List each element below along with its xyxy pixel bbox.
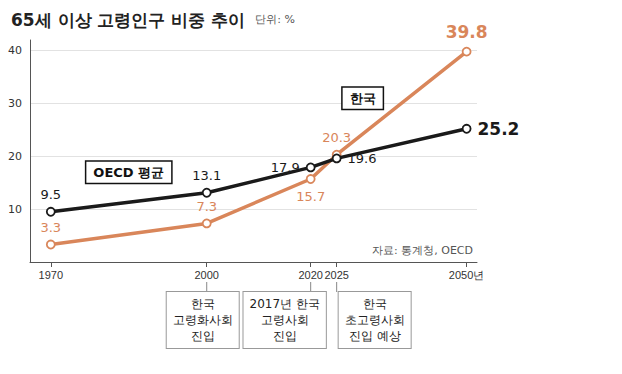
svg-text:1970: 1970 bbox=[39, 269, 63, 281]
svg-text:17.9: 17.9 bbox=[271, 160, 300, 175]
svg-text:20.3: 20.3 bbox=[322, 130, 351, 145]
svg-text:15.7: 15.7 bbox=[296, 189, 325, 204]
svg-text:진입 예상: 진입 예상 bbox=[349, 329, 401, 343]
svg-text:25.2: 25.2 bbox=[478, 119, 520, 139]
svg-text:39.8: 39.8 bbox=[446, 22, 488, 42]
svg-text:2017년 한국: 2017년 한국 bbox=[249, 297, 319, 311]
svg-text:2020: 2020 bbox=[298, 269, 322, 281]
svg-text:20: 20 bbox=[8, 150, 22, 163]
svg-text:40: 40 bbox=[8, 44, 22, 57]
svg-text:2025: 2025 bbox=[324, 269, 348, 281]
svg-text:진입: 진입 bbox=[273, 329, 297, 343]
svg-text:13.1: 13.1 bbox=[192, 168, 221, 183]
svg-text:자료: 통계청, OECD: 자료: 통계청, OECD bbox=[372, 244, 473, 257]
svg-text:9.5: 9.5 bbox=[40, 187, 61, 202]
svg-text:3.3: 3.3 bbox=[40, 220, 61, 235]
svg-text:진입: 진입 bbox=[191, 329, 215, 343]
svg-text:30: 30 bbox=[8, 97, 22, 110]
svg-text:한국: 한국 bbox=[191, 297, 215, 311]
svg-text:초고령사회: 초고령사회 bbox=[345, 313, 405, 327]
svg-text:한국: 한국 bbox=[350, 91, 376, 106]
svg-text:7.3: 7.3 bbox=[196, 199, 217, 214]
svg-text:19.6: 19.6 bbox=[348, 151, 377, 166]
svg-text:2000: 2000 bbox=[194, 269, 218, 281]
svg-text:OECD 평균: OECD 평균 bbox=[93, 165, 164, 180]
svg-text:고령사회: 고령사회 bbox=[261, 313, 309, 327]
svg-text:65세 이상 고령인구 비중 추이: 65세 이상 고령인구 비중 추이 bbox=[11, 10, 251, 30]
svg-text:고령화사회: 고령화사회 bbox=[173, 313, 233, 327]
svg-text:한국: 한국 bbox=[363, 297, 387, 311]
svg-text:단위: %: 단위: % bbox=[255, 13, 295, 26]
svg-text:10: 10 bbox=[8, 203, 22, 216]
svg-text:2050년: 2050년 bbox=[449, 269, 484, 281]
